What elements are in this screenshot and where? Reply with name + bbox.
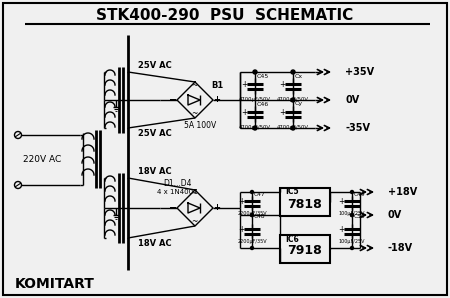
- Text: C50: C50: [354, 215, 365, 220]
- Text: 2200μF/35V: 2200μF/35V: [237, 238, 267, 243]
- Text: 7918: 7918: [288, 244, 322, 257]
- Text: +18V: +18V: [388, 187, 417, 197]
- Text: +: +: [241, 80, 247, 89]
- Text: Cy: Cy: [295, 102, 303, 106]
- Text: C49: C49: [354, 192, 365, 196]
- Text: STK400-290  PSU  SCHEMATIC: STK400-290 PSU SCHEMATIC: [96, 9, 354, 24]
- Circle shape: [253, 126, 257, 130]
- Circle shape: [291, 98, 295, 102]
- Text: +: +: [279, 108, 285, 117]
- Text: −: −: [169, 95, 177, 105]
- Text: 0V: 0V: [345, 95, 359, 105]
- Text: 4700μF/50V: 4700μF/50V: [239, 125, 271, 130]
- Text: 0V: 0V: [388, 210, 402, 220]
- Text: Cx: Cx: [295, 74, 303, 78]
- Circle shape: [251, 213, 253, 217]
- Text: D1...D4: D1...D4: [163, 179, 191, 189]
- Text: +: +: [338, 197, 344, 206]
- Text: ~: ~: [191, 109, 197, 119]
- Text: 25V AC: 25V AC: [138, 60, 172, 69]
- Text: -35V: -35V: [345, 123, 370, 133]
- Text: +: +: [279, 80, 285, 89]
- Text: B1: B1: [211, 81, 223, 91]
- Text: +: +: [338, 225, 344, 234]
- Text: +: +: [238, 225, 244, 234]
- Text: +: +: [238, 197, 244, 206]
- Text: KOMITART: KOMITART: [15, 277, 95, 291]
- Circle shape: [291, 70, 295, 74]
- Text: ~: ~: [191, 218, 197, 226]
- Circle shape: [14, 131, 22, 139]
- Text: ~: ~: [191, 190, 197, 198]
- Text: +35V: +35V: [345, 67, 374, 77]
- Text: 7818: 7818: [288, 198, 322, 210]
- Circle shape: [351, 190, 354, 193]
- Text: 100μF/25V: 100μF/25V: [339, 238, 365, 243]
- Text: 25V AC: 25V AC: [138, 130, 172, 139]
- Circle shape: [251, 213, 253, 217]
- Text: +: +: [213, 204, 220, 212]
- Text: C46: C46: [257, 102, 269, 106]
- Circle shape: [251, 190, 253, 193]
- Circle shape: [251, 246, 253, 249]
- Text: C47: C47: [254, 192, 266, 196]
- Circle shape: [253, 70, 257, 74]
- Text: 4 x 1N4007: 4 x 1N4007: [157, 189, 197, 195]
- Text: −: −: [169, 203, 177, 213]
- Text: ~: ~: [191, 81, 197, 91]
- Text: 18V AC: 18V AC: [138, 240, 171, 249]
- Text: 18V AC: 18V AC: [138, 167, 171, 176]
- Text: IC5: IC5: [285, 187, 299, 196]
- Text: C45: C45: [257, 74, 269, 78]
- Text: 4700μF/50V: 4700μF/50V: [277, 125, 309, 130]
- Text: 100μF/25V: 100μF/25V: [339, 210, 365, 215]
- Circle shape: [351, 213, 354, 217]
- Circle shape: [351, 213, 354, 217]
- Text: IC6: IC6: [285, 235, 299, 243]
- Circle shape: [291, 126, 295, 130]
- Circle shape: [14, 181, 22, 189]
- Text: 4700μF/50V: 4700μF/50V: [277, 97, 309, 102]
- Text: C48: C48: [254, 215, 266, 220]
- Bar: [280, 235, 330, 263]
- Bar: [280, 188, 330, 216]
- Text: 2200μF/35V: 2200μF/35V: [237, 210, 267, 215]
- Text: 4700μF/50V: 4700μF/50V: [239, 97, 271, 102]
- Text: +: +: [241, 108, 247, 117]
- Text: +: +: [213, 95, 220, 105]
- Text: 5A 100V: 5A 100V: [184, 120, 216, 130]
- Text: -18V: -18V: [388, 243, 413, 253]
- Text: 220V AC: 220V AC: [23, 156, 61, 164]
- Circle shape: [351, 246, 354, 249]
